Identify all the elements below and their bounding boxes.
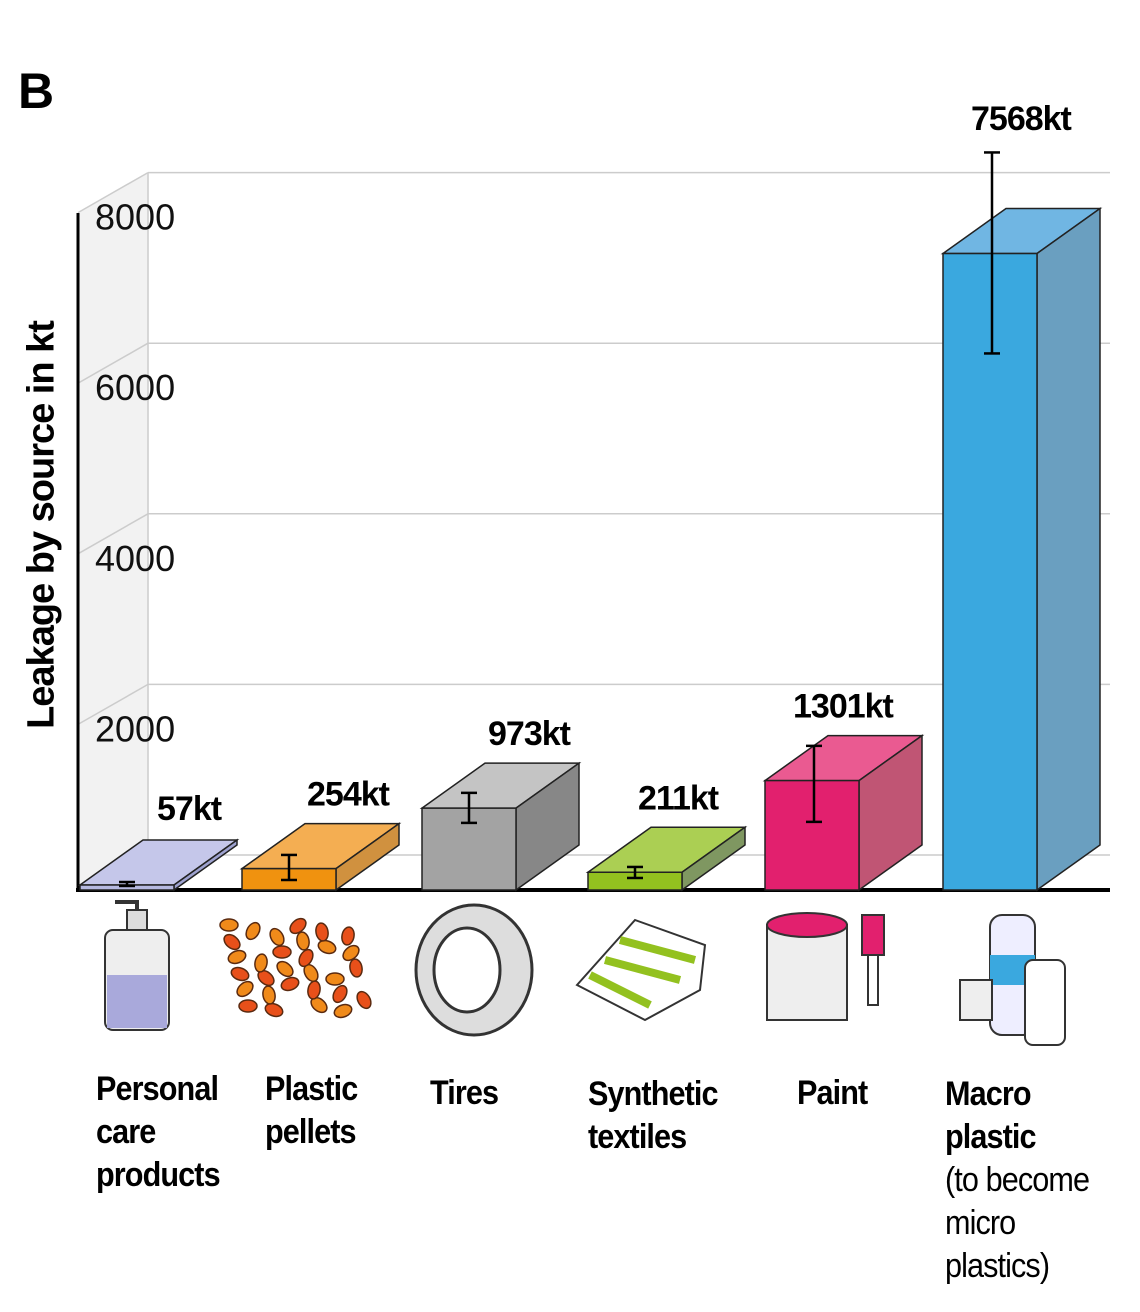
pellet (219, 918, 239, 932)
pellet (262, 985, 276, 1005)
nozzle (115, 900, 139, 910)
pellet (342, 944, 360, 962)
value-label: 7568kt (971, 100, 1072, 138)
pellet (296, 931, 310, 951)
bar-front (764, 779, 860, 891)
pellet (280, 976, 300, 992)
value-label: 973kt (488, 715, 571, 753)
pellet (223, 933, 241, 951)
category-label: Synthetic textiles (588, 1073, 741, 1159)
pellet (349, 958, 363, 978)
pellet (238, 999, 258, 1013)
pellet (356, 990, 372, 1010)
stripes (588, 936, 697, 1009)
jar (959, 979, 993, 1021)
pellet (264, 1002, 284, 1018)
liquid (107, 975, 167, 1028)
pellet (272, 945, 292, 959)
category-name: Personal care products (96, 1070, 221, 1194)
gridline-side (77, 342, 149, 384)
plastic-pellets-icon (219, 917, 372, 1019)
pellet (317, 939, 337, 955)
bar-2: 973kt (419, 715, 582, 892)
pellet (245, 921, 261, 941)
value-label: 211kt (638, 779, 719, 817)
bar-side (1036, 207, 1101, 892)
bar-3: 211kt (585, 779, 748, 892)
gridline-side (77, 171, 149, 214)
value-label: 1301kt (793, 688, 894, 726)
brush-bristles (861, 914, 885, 956)
y-tick-label: 6000 (95, 367, 175, 408)
pellet (315, 922, 329, 942)
pellet (307, 980, 321, 1000)
pellet (230, 966, 250, 982)
category-name: Macro plastic (945, 1075, 1037, 1156)
folded-shirt-icon (575, 918, 707, 1022)
category-label: Personal care products (96, 1068, 231, 1197)
tire-icon (414, 903, 534, 1037)
plastic-bottles-icon (959, 914, 1066, 1046)
pellet (227, 949, 247, 965)
gridline-side (77, 683, 149, 726)
jug (1024, 959, 1066, 1046)
category-note: (to become micro plastics) (945, 1161, 1090, 1285)
category-label: Plastic pellets (265, 1068, 382, 1154)
pellet (236, 980, 254, 998)
soap-dispenser-icon (104, 900, 170, 1031)
category-label: Paint (797, 1072, 932, 1115)
category-name: Synthetic textiles (588, 1075, 719, 1156)
pellet (289, 917, 307, 935)
paint-can-icon (766, 912, 885, 1021)
pellet (333, 1003, 353, 1019)
y-tick-label: 2000 (95, 708, 175, 749)
pellet (269, 927, 285, 947)
bar-4: 1301kt (762, 688, 925, 892)
bar-5: 7568kt (940, 100, 1103, 892)
pellet (254, 953, 268, 973)
pellet (332, 984, 348, 1004)
panel-label: B (18, 63, 55, 119)
brush-handle (867, 954, 879, 1006)
category-label: Macro plastic (to become micro plastics) (945, 1073, 1098, 1288)
tire-inner (432, 926, 502, 1014)
value-label: 254kt (307, 776, 390, 814)
value-label: 57kt (157, 790, 222, 828)
bar-front (942, 252, 1038, 891)
bar-0: 57kt (77, 790, 240, 892)
pellet (276, 960, 294, 978)
category-name: Paint (797, 1074, 868, 1112)
y-tick-label: 8000 (95, 197, 175, 238)
can (766, 924, 848, 1021)
gridline-side (77, 513, 149, 555)
pellet (325, 972, 345, 986)
pellet (298, 948, 314, 968)
y-tick-label: 4000 (95, 538, 175, 579)
pump (126, 909, 148, 931)
pellet (341, 926, 355, 946)
category-name: Plastic pellets (265, 1070, 358, 1151)
side-wall (78, 173, 148, 890)
bar-1: 254kt (239, 776, 402, 892)
category-label: Tires (430, 1072, 610, 1115)
category-name: Tires (430, 1074, 499, 1112)
paint (766, 912, 848, 938)
